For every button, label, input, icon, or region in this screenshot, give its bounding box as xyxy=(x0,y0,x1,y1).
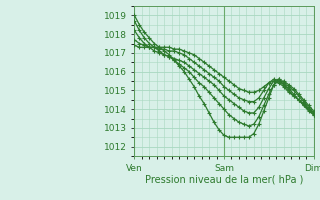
X-axis label: Pression niveau de la mer( hPa ): Pression niveau de la mer( hPa ) xyxy=(145,174,303,184)
